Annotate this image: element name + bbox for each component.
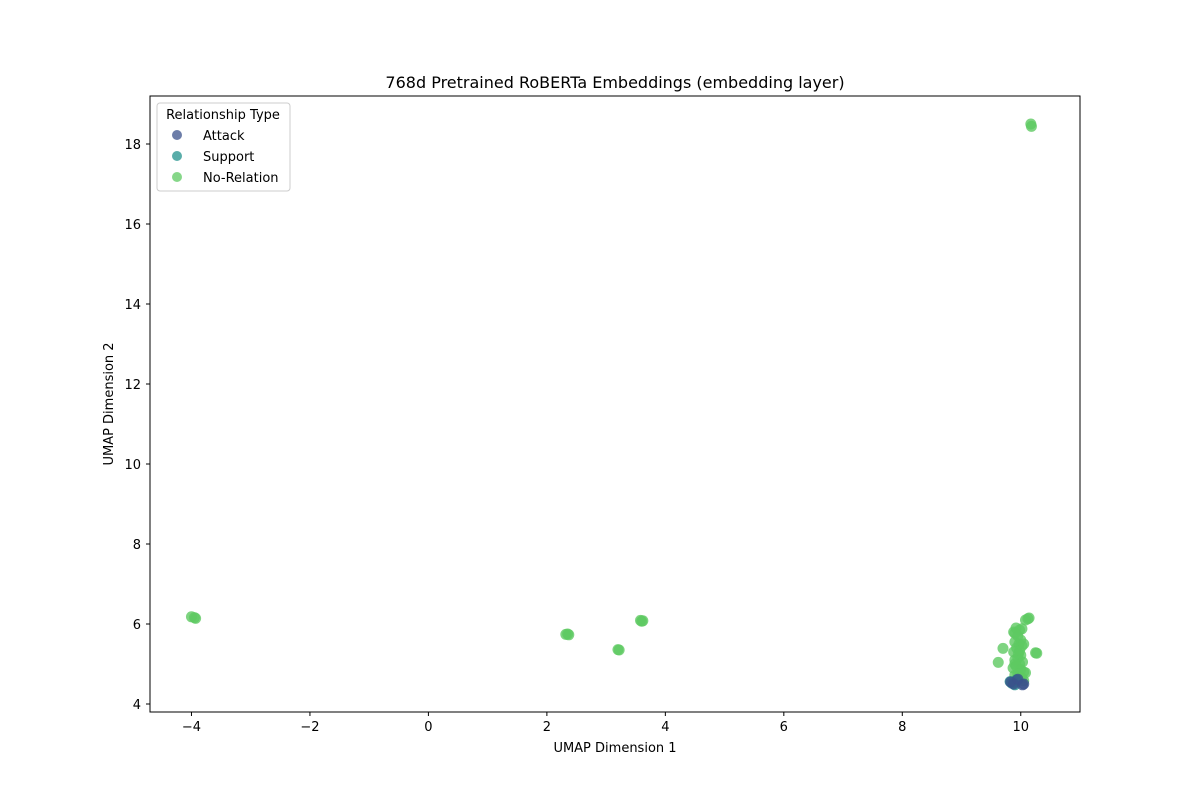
y-tick-label: 6 xyxy=(133,618,141,633)
x-axis-ticks: −4 −2 0 2 4 6 8 10 xyxy=(182,712,1029,735)
y-axis-label: UMAP Dimension 2 xyxy=(102,342,117,465)
x-tick-label: 0 xyxy=(424,720,432,735)
legend-title: Relationship Type xyxy=(166,108,280,123)
legend-label-support: Support xyxy=(203,150,254,165)
legend-marker-support xyxy=(172,151,182,161)
point-no-relation xyxy=(1018,638,1030,650)
point-no-relation xyxy=(997,642,1009,654)
y-tick-label: 4 xyxy=(133,698,141,713)
point-attack xyxy=(1012,673,1024,685)
x-tick-label: 6 xyxy=(780,720,788,735)
x-axis-label: UMAP Dimension 1 xyxy=(553,741,676,756)
point-no-relation xyxy=(1031,647,1043,659)
point-no-relation xyxy=(1012,648,1024,660)
point-no-relation xyxy=(1025,120,1037,132)
y-tick-label: 18 xyxy=(124,138,141,153)
point-no-relation xyxy=(190,612,202,624)
point-no-relation xyxy=(562,628,574,640)
x-tick-label: −2 xyxy=(300,720,319,735)
x-tick-label: −4 xyxy=(182,720,201,735)
legend-box xyxy=(156,102,291,192)
legend-marker-no-relation xyxy=(172,172,182,182)
x-tick-label: 2 xyxy=(543,720,551,735)
legend-entries: Attack Support No-Relation xyxy=(172,129,279,186)
y-tick-label: 12 xyxy=(124,378,141,393)
x-tick-label: 8 xyxy=(898,720,906,735)
point-no-relation xyxy=(1023,612,1035,624)
chart-title: 768d Pretrained RoBERTa Embeddings (embe… xyxy=(385,73,844,92)
y-tick-label: 8 xyxy=(133,538,141,553)
point-no-relation xyxy=(637,615,649,627)
points-layer xyxy=(185,118,1043,691)
legend-marker-attack xyxy=(172,130,182,140)
point-no-relation xyxy=(1009,658,1021,670)
y-tick-label: 10 xyxy=(124,458,141,473)
point-no-relation xyxy=(613,644,625,656)
y-tick-label: 16 xyxy=(124,218,141,233)
x-tick-label: 4 xyxy=(661,720,669,735)
y-axis-ticks: 4 6 8 10 12 14 16 18 xyxy=(124,138,150,713)
legend-label-attack: Attack xyxy=(203,129,245,144)
point-no-relation xyxy=(1009,627,1021,639)
point-no-relation xyxy=(992,656,1004,668)
legend: Relationship Type Attack Support No-Relati… xyxy=(156,102,291,192)
legend-label-no-relation: No-Relation xyxy=(203,171,279,186)
y-tick-label: 14 xyxy=(124,298,141,313)
plot-area-frame xyxy=(149,95,1081,713)
x-tick-label: 10 xyxy=(1012,720,1029,735)
